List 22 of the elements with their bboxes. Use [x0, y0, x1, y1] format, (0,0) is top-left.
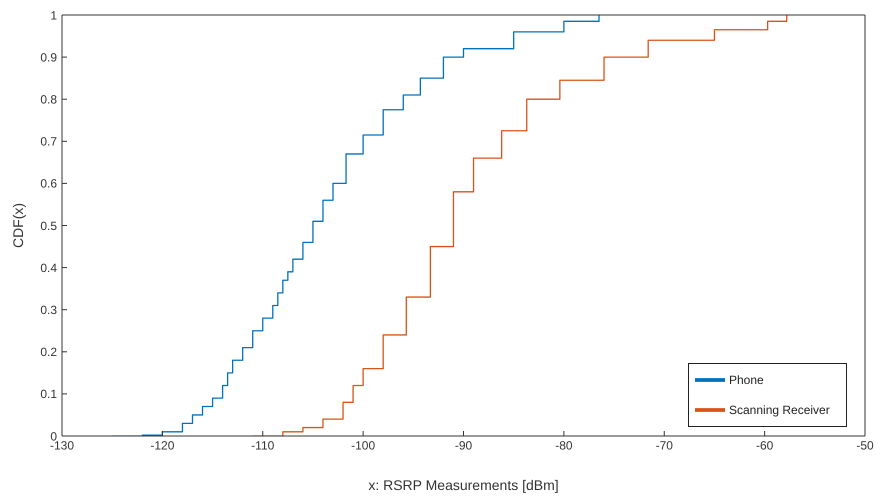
y-tick-label: 0.7	[40, 134, 58, 149]
legend-label: Phone	[729, 373, 764, 388]
y-tick-label: 0.5	[40, 218, 58, 233]
x-tick-label: -60	[756, 438, 774, 453]
y-tick-label: 0.8	[40, 92, 58, 106]
x-tick-label: -70	[656, 438, 674, 453]
x-tick-label: -100	[351, 438, 376, 453]
x-tick-label: -90	[454, 438, 472, 453]
legend-label: Scanning Receiver	[729, 403, 830, 418]
x-tick-label: -50	[856, 438, 874, 453]
y-tick-label: 0.9	[40, 50, 58, 64]
y-tick-label: 0.6	[40, 176, 58, 191]
y-tick-label: 0.1	[40, 387, 58, 402]
x-tick-label: -80	[555, 438, 573, 453]
y-axis-title: CDF(x)	[10, 202, 26, 248]
x-axis-title: x: RSRP Measurements [dBm]	[368, 477, 559, 493]
x-tick-label: -110	[251, 438, 275, 453]
y-tick-label: 1	[50, 8, 58, 22]
x-tick-label: -120	[150, 438, 175, 453]
y-tick-label: 0.2	[40, 345, 58, 360]
y-tick-label: 0.4	[40, 260, 58, 275]
y-tick-label: 0.3	[40, 302, 58, 317]
